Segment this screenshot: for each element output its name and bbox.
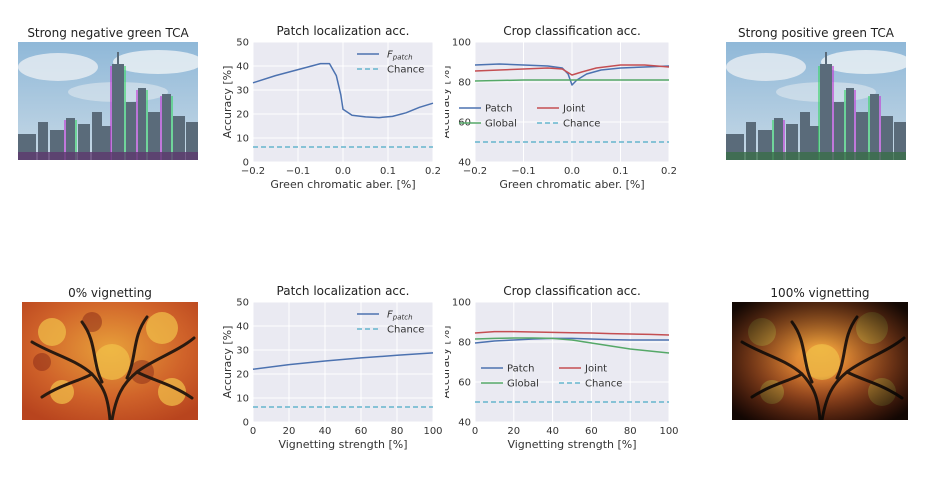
legend-label-chance: Chance xyxy=(563,119,600,130)
legend-label-joint: Joint xyxy=(562,104,585,115)
city-skyline-image xyxy=(726,42,906,160)
vig-zero-title: 0% vignetting xyxy=(68,286,152,300)
vig-patch-chart: 0 20 40 60 80 100 0 10 20 30 40 50 Patch localizatio… xyxy=(221,284,443,451)
x-tick-label: 0.0 xyxy=(335,166,351,177)
legend-main-text: F xyxy=(387,50,393,61)
chart-title: Crop classification acc. xyxy=(503,284,641,298)
x-axis-label: Vignetting strength [%] xyxy=(507,438,636,451)
y-tick-label: 10 xyxy=(236,394,249,405)
x-tick-label: 0.0 xyxy=(564,166,580,177)
series-line-global xyxy=(474,337,670,354)
legend-main-text: F xyxy=(387,310,393,321)
chart-title: Crop classification acc. xyxy=(503,24,641,38)
series-line-joint xyxy=(474,330,670,336)
legend-label-global: Global xyxy=(507,379,539,390)
x-tick-label: 0.2 xyxy=(425,166,441,177)
y-tick-label: 50 xyxy=(236,38,249,49)
vig-crop-chart: 0 20 40 60 80 100 40 60 80 100 Crop classification… xyxy=(445,284,679,451)
vig-zero-photo xyxy=(22,302,198,420)
x-axis-label: Vignetting strength [%] xyxy=(278,438,407,451)
x-tick-label: 40 xyxy=(319,426,332,437)
vig-full-title: 100% vignetting xyxy=(770,286,870,300)
y-tick-label: 20 xyxy=(236,370,249,381)
x-tick-label: 60 xyxy=(585,426,598,437)
x-tick-label: −0.1 xyxy=(286,166,310,177)
chart-title: Patch localization acc. xyxy=(277,284,410,298)
y-tick-label: 100 xyxy=(452,298,471,309)
y-tick-label: 40 xyxy=(236,322,249,333)
x-tick-label: −0.1 xyxy=(511,166,535,177)
legend-subscript: patch xyxy=(392,54,413,62)
y-tick-label: 40 xyxy=(236,62,249,73)
x-tick-label: 80 xyxy=(624,426,637,437)
x-tick-label: −0.2 xyxy=(463,166,487,177)
plot-area xyxy=(253,302,433,422)
x-tick-label: 20 xyxy=(283,426,296,437)
legend-label-patch: Fpatch xyxy=(387,310,413,322)
y-axis-label: Accuracy [%] xyxy=(221,326,234,399)
series-line-patch xyxy=(474,337,669,344)
legend-label-chance: Chance xyxy=(585,379,622,390)
city-skyline-image xyxy=(18,42,198,160)
y-tick-label: 0 xyxy=(243,158,249,169)
y-tick-label: 50 xyxy=(236,298,249,309)
y-axis-label: Accuracy [%] xyxy=(445,326,452,399)
series-line-global xyxy=(474,79,669,82)
x-tick-label: 60 xyxy=(355,426,368,437)
legend-label-global: Global xyxy=(485,119,517,130)
y-tick-label: 20 xyxy=(236,110,249,121)
series-line-patch xyxy=(252,352,434,370)
legend-label-patch: Patch xyxy=(507,364,534,375)
x-tick-label: 80 xyxy=(391,426,404,437)
y-tick-label: 100 xyxy=(452,38,471,49)
x-tick-label: 0 xyxy=(472,426,478,437)
autumn-tree-vignetted-image xyxy=(732,302,908,420)
tca-negative-photo xyxy=(18,42,198,160)
y-tick-label: 40 xyxy=(458,158,471,169)
plot-area xyxy=(475,302,669,422)
legend-subscript: patch xyxy=(392,314,413,322)
x-tick-label: 100 xyxy=(659,426,678,437)
chart-title: Patch localization acc. xyxy=(277,24,410,38)
series-line-patch xyxy=(474,63,670,86)
x-tick-label: −0.2 xyxy=(241,166,265,177)
tca-positive-photo xyxy=(726,42,906,160)
y-tick-label: 80 xyxy=(458,338,471,349)
tca-patch-chart: −0.2 −0.1 0.0 0.1 0.2 0 10 20 30 40 50 Patch locali… xyxy=(221,24,441,191)
x-tick-label: 40 xyxy=(546,426,559,437)
series-line-joint xyxy=(474,64,670,76)
legend-label-joint: Joint xyxy=(584,364,607,375)
x-tick-label: 100 xyxy=(423,426,442,437)
legend-label-chance: Chance xyxy=(387,325,424,336)
vig-full-photo xyxy=(732,302,908,420)
tca-positive-title: Strong positive green TCA xyxy=(738,26,894,40)
x-tick-label: 0.2 xyxy=(661,166,677,177)
y-axis-label: Accuracy [%] xyxy=(221,66,234,139)
autumn-tree-image xyxy=(22,302,198,420)
legend-label-patch: Fpatch xyxy=(387,50,413,62)
x-tick-label: 0.1 xyxy=(380,166,396,177)
legend-label-chance: Chance xyxy=(387,65,424,76)
tca-negative-title: Strong negative green TCA xyxy=(27,26,189,40)
y-tick-label: 80 xyxy=(458,78,471,89)
x-axis-label: Green chromatic aber. [%] xyxy=(499,178,644,191)
y-tick-label: 60 xyxy=(458,378,471,389)
x-axis-label: Green chromatic aber. [%] xyxy=(270,178,415,191)
x-tick-label: 0 xyxy=(250,426,256,437)
y-tick-label: 40 xyxy=(458,418,471,429)
y-axis-label: Accuracy [%] xyxy=(445,66,452,139)
y-tick-label: 30 xyxy=(236,346,249,357)
series-line-patch xyxy=(252,62,434,119)
y-tick-label: 30 xyxy=(236,86,249,97)
x-tick-label: 0.1 xyxy=(613,166,629,177)
legend-label-patch: Patch xyxy=(485,104,512,115)
y-tick-label: 0 xyxy=(243,418,249,429)
x-tick-label: 20 xyxy=(507,426,520,437)
y-tick-label: 10 xyxy=(236,134,249,145)
